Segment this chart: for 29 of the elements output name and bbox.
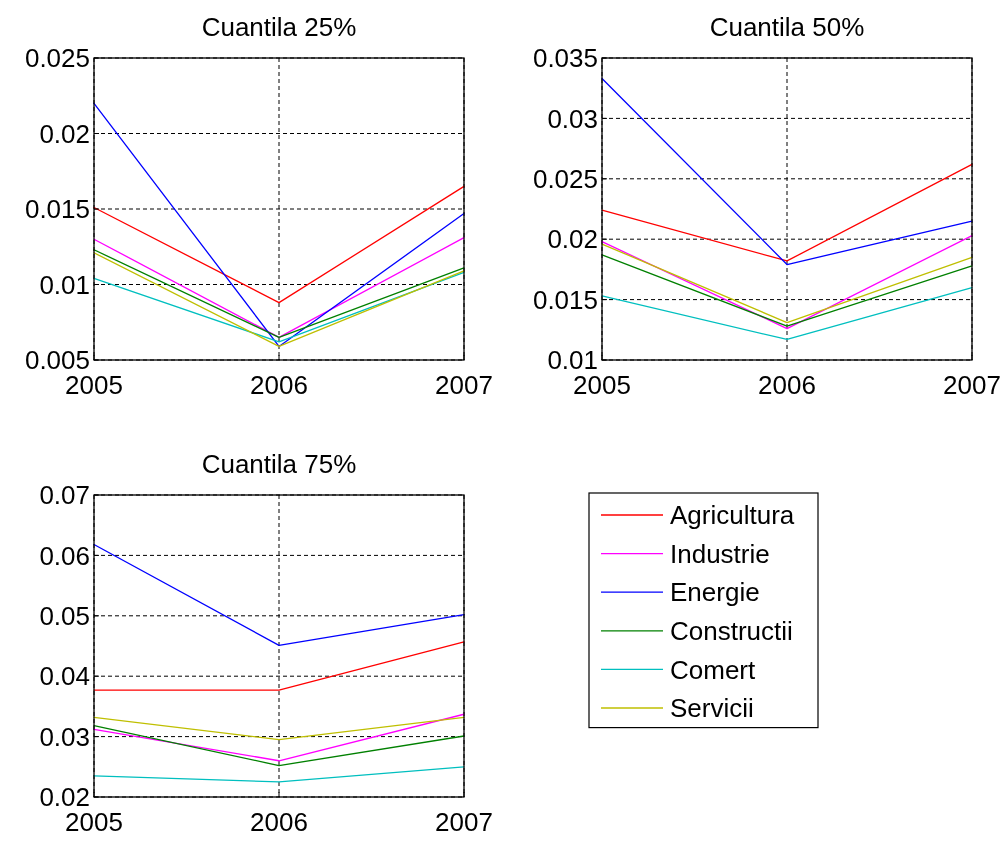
- y-tick-label: 0.04: [39, 661, 90, 692]
- x-tick-label: 2006: [250, 807, 308, 837]
- y-tick-label: 0.03: [547, 103, 598, 134]
- y-tick-label: 0.02: [39, 118, 90, 149]
- x-tick-label: 2007: [435, 807, 493, 837]
- chart-title: Cuantila 50%: [709, 12, 865, 42]
- y-tick-label: 0.015: [24, 194, 90, 225]
- y-tick-label: 0.02: [547, 224, 598, 255]
- legend-label: Industrie: [670, 538, 770, 569]
- legend-label: Constructii: [670, 615, 793, 646]
- legend-label: Energie: [670, 577, 760, 608]
- legend-label: Agricultura: [670, 500, 795, 531]
- y-tick-label: 0.025: [532, 163, 598, 194]
- y-tick-label: 0.07: [39, 480, 90, 511]
- x-tick-label: 2007: [435, 370, 493, 400]
- x-tick-label: 2006: [250, 370, 308, 400]
- y-tick-label: 0.035: [532, 43, 598, 74]
- x-tick-label: 2006: [758, 370, 816, 400]
- chart-title: Cuantila 75%: [201, 449, 357, 479]
- y-tick-label: 0.025: [24, 43, 90, 74]
- chart-title: Cuantila 25%: [201, 12, 357, 42]
- y-tick-label: 0.05: [39, 600, 90, 631]
- y-tick-label: 0.06: [39, 540, 90, 571]
- legend-label: Servicii: [670, 693, 754, 724]
- y-tick-label: 0.015: [532, 284, 598, 315]
- legend-label: Comert: [670, 654, 757, 685]
- y-tick-label: 0.03: [39, 721, 90, 752]
- x-tick-label: 2007: [943, 370, 1001, 400]
- y-tick-label: 0.01: [39, 269, 90, 300]
